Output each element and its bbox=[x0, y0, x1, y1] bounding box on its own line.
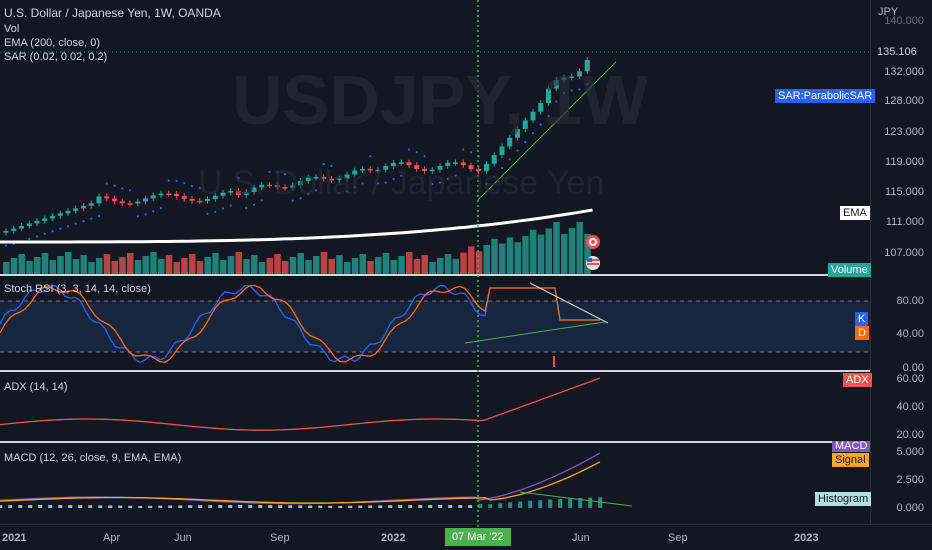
macd-tick: 5.000 bbox=[896, 446, 924, 458]
price-trendline bbox=[477, 61, 617, 201]
signal-line bbox=[0, 461, 601, 504]
time-tick: 2022 bbox=[381, 532, 406, 544]
adx-line bbox=[0, 377, 601, 431]
sar-tag: SAR:ParabolicSAR bbox=[775, 89, 876, 103]
price-tick: 119.000 bbox=[885, 156, 924, 168]
stoch-trendline-bottom bbox=[464, 321, 606, 344]
adx-tick: 20.00 bbox=[896, 429, 924, 441]
volume-tag: Volume bbox=[828, 263, 871, 277]
stoch-trendline-top bbox=[529, 282, 609, 324]
legend-sar[interactable]: SAR (0.02, 0.02, 0.2) bbox=[4, 51, 108, 63]
stoch-band bbox=[0, 301, 870, 352]
adx-tick: 60.00 bbox=[896, 373, 924, 385]
price-tick: 128.000 bbox=[884, 95, 924, 107]
price-tick: 132.000 bbox=[884, 66, 924, 78]
stoch-tick: 80.00 bbox=[896, 295, 924, 307]
volume-bars bbox=[3, 222, 591, 274]
adx-tick: 40.00 bbox=[896, 401, 924, 413]
ema-tag: EMA bbox=[840, 206, 870, 220]
price-tick: 115.000 bbox=[885, 186, 924, 198]
macd-histogram bbox=[0, 497, 603, 508]
legend-adx[interactable]: ADX (14, 14) bbox=[4, 381, 68, 393]
time-tick: Apr bbox=[103, 532, 121, 544]
macd-tick: 0.000 bbox=[896, 502, 924, 514]
stoch-d-line bbox=[0, 284, 600, 363]
last-price-tag: 135.106 bbox=[874, 45, 920, 59]
time-tick: Sep bbox=[668, 532, 688, 544]
symbol-watermark: USDJPY, 1W bbox=[232, 61, 649, 139]
pane-separators bbox=[0, 0, 932, 525]
macd-tag: MACD bbox=[832, 441, 871, 452]
legend-macd[interactable]: MACD (12, 26, close, 9, EMA, EMA) bbox=[4, 452, 182, 464]
histogram-tag: Histogram bbox=[815, 492, 872, 506]
earnings-event-icon[interactable] bbox=[586, 235, 600, 249]
macd-trendline bbox=[519, 491, 633, 507]
time-tick: Sep bbox=[270, 532, 290, 544]
price-tick: 111.000 bbox=[885, 216, 924, 228]
time-tick: Jun bbox=[572, 532, 590, 544]
signal-tag: Signal bbox=[832, 453, 869, 467]
legend-vol[interactable]: Vol bbox=[4, 23, 20, 35]
us-flag-event-icon[interactable] bbox=[586, 256, 600, 270]
time-tick: Jun bbox=[174, 532, 192, 544]
stoch-marker bbox=[553, 356, 555, 367]
k-tag: K bbox=[855, 312, 869, 326]
ema-line bbox=[0, 208, 593, 244]
time-tick: 2021 bbox=[2, 532, 27, 544]
candlesticks bbox=[3, 57, 590, 236]
d-tag: D bbox=[855, 326, 869, 340]
crosshair-date-label: 07 Mar '22 bbox=[445, 528, 511, 546]
symbol-watermark-sub: U.S. Dollar / Japanese Yen bbox=[198, 164, 605, 202]
price-tick: 107.000 bbox=[884, 247, 924, 259]
legend-stoch-rsi[interactable]: Stoch RSI (3, 3, 14, 14, close) bbox=[4, 283, 151, 295]
price-tick: 140.000 bbox=[884, 15, 924, 27]
currency-label: JPY bbox=[878, 6, 899, 18]
stoch-tick: 40.00 bbox=[896, 328, 924, 340]
adx-tag: ADX bbox=[843, 373, 872, 387]
time-tick: 2023 bbox=[794, 532, 819, 544]
price-tick: 123.000 bbox=[884, 126, 924, 138]
macd-tick: 2.500 bbox=[896, 474, 924, 486]
symbol-title[interactable]: U.S. Dollar / Japanese Yen, 1W, OANDA bbox=[4, 6, 221, 20]
legend-ema[interactable]: EMA (200, close, 0) bbox=[4, 37, 100, 49]
stoch-tick: 0.00 bbox=[902, 362, 924, 374]
